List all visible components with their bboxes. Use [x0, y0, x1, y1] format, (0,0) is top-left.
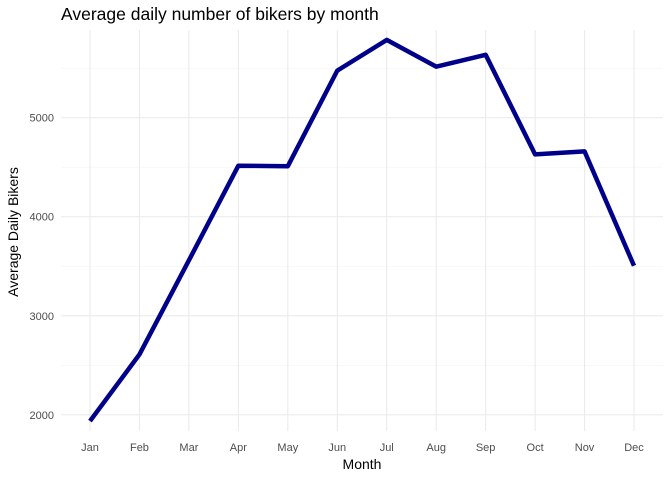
x-tick-label: Jan	[81, 442, 99, 454]
x-tick-label: Oct	[527, 442, 544, 454]
y-tick-label: 4000	[30, 212, 54, 224]
y-axis-tick-labels: 2000 3000 4000 5000	[30, 113, 54, 422]
x-tick-label: Feb	[130, 442, 149, 454]
y-axis-title: Average Daily Bikers	[5, 167, 21, 297]
x-tick-label: Mar	[179, 442, 198, 454]
x-tick-label: Sep	[476, 442, 496, 454]
series-layer	[88, 37, 637, 423]
x-tick-label: Dec	[624, 442, 644, 454]
y-tick-label: 5000	[30, 113, 54, 125]
minor-gridlines	[61, 67, 663, 366]
x-tick-label: May	[277, 442, 298, 454]
major-gridlines	[61, 30, 663, 431]
x-tick-label: Nov	[575, 442, 595, 454]
x-tick-label: Aug	[426, 442, 446, 454]
chart-title: Average daily number of bikers by month	[61, 4, 379, 24]
x-tick-label: Apr	[230, 442, 247, 454]
x-axis-title: Month	[343, 456, 382, 472]
y-tick-label: 3000	[30, 311, 54, 323]
y-tick-label: 2000	[30, 410, 54, 422]
x-tick-label: Jun	[328, 442, 346, 454]
series-line-0	[88, 37, 637, 423]
x-tick-label: Jul	[380, 442, 394, 454]
x-axis-tick-labels: Jan Feb Mar Apr May Jun Jul Aug Sep Oct Nov Dec	[81, 442, 644, 454]
